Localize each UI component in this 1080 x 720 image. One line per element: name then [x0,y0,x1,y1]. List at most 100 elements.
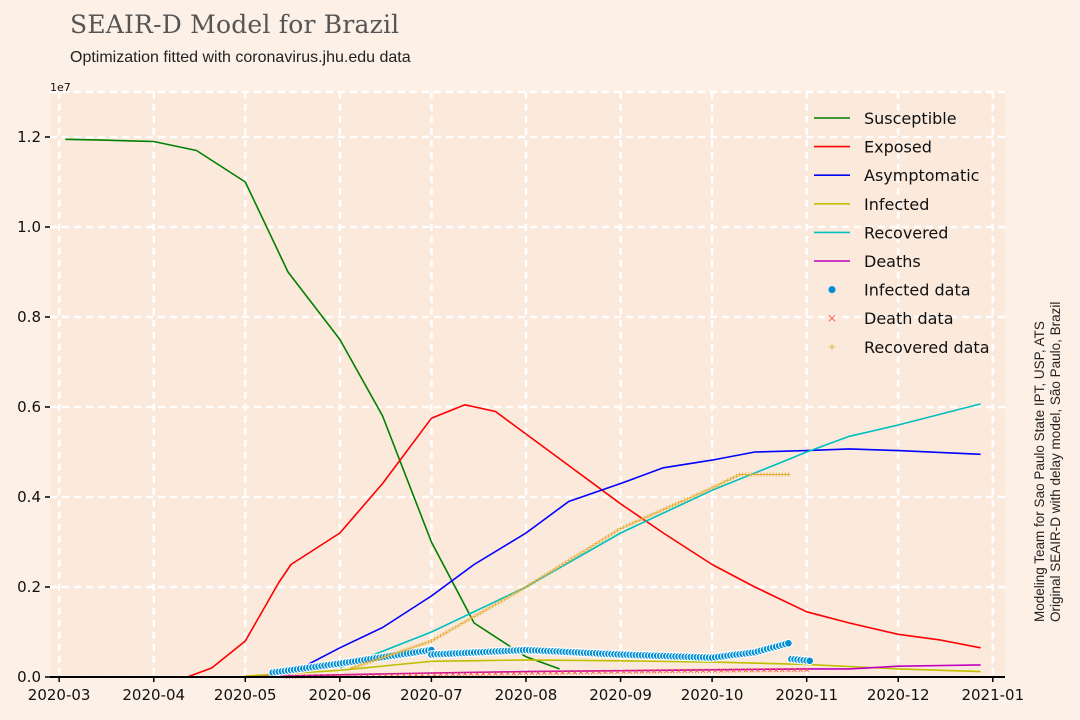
point-recovered-data [694,492,699,497]
point-recovered-data [655,510,660,515]
point-recovered-data [646,514,651,519]
point-recovered-data [386,653,391,658]
point-death-data [499,671,504,676]
legend-swatch [829,343,835,350]
point-recovered-data [621,525,626,530]
point-recovered-data [392,651,397,656]
point-recovered-data [487,605,492,610]
legend-item: Recovered data [829,338,990,357]
point-recovered-data [514,590,519,595]
point-recovered-data [490,604,495,609]
point-recovered-data [679,499,684,504]
point-recovered-data [520,586,525,591]
point-recovered-data [353,664,358,669]
legend-label: Deaths [864,252,921,271]
point-recovered-data [408,646,413,651]
point-recovered-data [588,545,593,550]
point-recovered-data [612,530,617,535]
point-death-data [749,667,755,673]
point-recovered-data [466,618,471,623]
series-group [65,138,981,679]
y-tick-label: 1.0 [17,218,41,236]
point-recovered-data [713,484,718,489]
point-recovered-data [398,649,403,654]
point-death-data [578,670,584,675]
point-recovered-data [667,504,672,509]
series-recovered [339,403,981,669]
y-tick-label: 1.2 [17,128,41,146]
y-tick-label: 0.2 [17,578,41,596]
point-recovered-data [661,507,666,512]
point-death-data [554,670,559,675]
legend-label: Susceptible [864,109,957,128]
point-recovered-data [688,495,693,500]
point-recovered-data [447,628,452,633]
point-recovered-data [484,607,489,612]
point-recovered-data [453,625,458,630]
point-recovered-data [389,652,394,657]
point-recovered-data [581,549,586,554]
legend-item: Exposed [814,138,932,157]
point-death-data [627,669,632,674]
point-recovered-data [435,635,440,640]
point-death-data [432,672,437,677]
point-death-data [603,669,608,675]
point-death-data [596,669,602,675]
point-death-data [615,669,620,675]
point-recovered-data [380,655,385,660]
point-recovered-data [642,515,647,520]
point-recovered-data [627,522,632,527]
series-line-asymptomatic [287,448,981,676]
point-recovered-data [700,490,705,495]
point-recovered-data [563,560,568,565]
x-tick-label: 2020-09 [589,686,652,704]
point-death-data [426,672,431,677]
point-recovered-data [536,577,541,582]
axes: 2020-03 2020-04 2020-05 2020-06 2020-07 2020-… [17,81,1024,704]
legend-item: Infected [814,195,929,214]
point-recovered-data [432,637,437,642]
point-death-data [743,668,748,673]
point-recovered-data [697,491,702,496]
point-death-data [676,668,681,674]
point-death-data [535,670,541,676]
point-death-data [804,667,809,673]
point-recovered-data [539,575,544,580]
point-recovered-data [658,508,663,513]
point-recovered-data [685,496,690,501]
y-tick-label: 0.6 [17,398,41,416]
point-death-data [529,670,535,676]
point-recovered-data [481,609,486,614]
legend-label: Death data [864,309,954,328]
series-infected-data [268,638,815,677]
point-recovered-data [368,659,373,664]
point-recovered-data [615,528,620,533]
point-recovered-data [502,597,507,602]
point-death-data [456,671,462,677]
point-recovered-data [624,523,629,528]
point-recovered-data [542,573,547,578]
legend-label: Recovered data [864,338,990,357]
point-recovered-data [725,478,730,483]
y-scale-label: 1e7 [50,81,71,94]
point-recovered-data [652,511,657,516]
point-recovered-data [719,481,724,486]
plot-area [50,92,1005,677]
point-recovered-data [633,519,638,524]
point-recovered-data [404,647,409,652]
point-recovered-data [517,588,522,593]
x-tick-label: 2020-04 [122,686,185,704]
point-recovered-data [374,657,379,662]
point-death-data [487,671,492,676]
series-exposed [187,404,981,678]
x-tick-label: 2020-11 [775,686,838,704]
legend-item: Asymptomatic [814,166,979,185]
x-tick-label: 2021-01 [961,686,1024,704]
point-recovered-data [566,558,571,563]
legend-label: Recovered [864,223,948,242]
point-recovered-data [591,543,596,548]
point-recovered-data [469,616,474,621]
point-recovered-data [716,483,721,487]
point-recovered-data [728,477,733,481]
point-recovered-data [350,666,355,670]
